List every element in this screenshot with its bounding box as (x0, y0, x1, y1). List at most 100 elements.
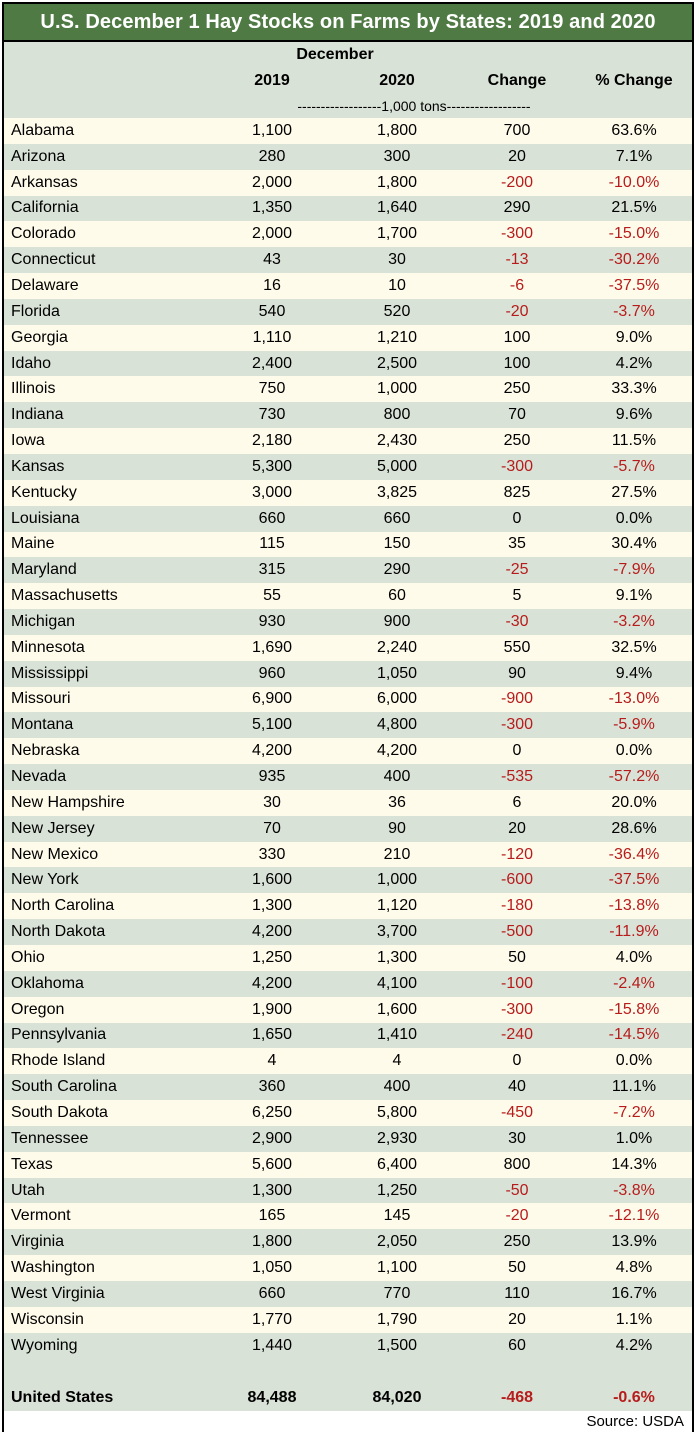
state-cell: Florida (11, 302, 60, 320)
state-cell: Vermont (11, 1207, 71, 1225)
change-cell: 70 (508, 406, 526, 424)
pct-change-cell: -2.4% (613, 974, 655, 992)
table-row: South Dakota 6,250 5,800 -450 -7.2% (4, 1100, 692, 1126)
table-row: Texas 5,600 6,400 800 14.3% (4, 1151, 692, 1178)
change-cell: -300 (500, 457, 534, 475)
pct-change-cell: -57.2% (608, 768, 660, 786)
pct-change-cell: 11.1% (611, 1078, 657, 1096)
value-2019-cell: 5,300 (251, 457, 293, 475)
value-2019-cell: 115 (259, 535, 285, 553)
table-row: Montana 5,100 4,800 -300 -5.9% (4, 712, 692, 739)
value-2020-cell: 6,000 (376, 690, 418, 708)
state-cell: West Virginia (11, 1284, 105, 1302)
state-cell: Missouri (11, 690, 71, 708)
state-cell: Maryland (11, 561, 77, 579)
value-2020-cell: 400 (383, 768, 411, 786)
source-note: Source: USDA (4, 1410, 692, 1433)
table-row: Missouri 6,900 6,000 -900 -13.0% (4, 686, 692, 713)
pct-change-cell: 9.4% (615, 664, 653, 682)
pct-change-cell: -36.4% (608, 845, 660, 863)
value-2020-cell: 1,700 (376, 225, 418, 243)
change-cell: 60 (508, 1336, 526, 1354)
state-cell: Texas (11, 1155, 53, 1173)
pct-change-cell: -14.5% (608, 1026, 660, 1044)
table-row: Delaware 16 10 -6 -37.5% (4, 273, 692, 299)
state-cell: South Dakota (11, 1103, 108, 1121)
value-2019-cell: 5,600 (251, 1155, 293, 1173)
state-cell: Tennessee (11, 1129, 89, 1147)
state-cell: Washington (11, 1259, 95, 1277)
change-cell: -600 (500, 871, 534, 889)
state-cell: Wisconsin (11, 1310, 84, 1328)
value-2020-cell: 1,300 (376, 948, 418, 966)
value-2019-cell: 30 (263, 793, 281, 811)
state-cell: Georgia (11, 328, 68, 346)
pct-change-cell: 4.2% (615, 354, 653, 372)
value-2020-cell: 2,430 (376, 432, 418, 450)
value-2020-cell: 10 (388, 276, 406, 294)
value-2020-cell: 5,800 (376, 1103, 418, 1121)
state-cell: California (11, 199, 79, 217)
value-2020-cell: 900 (383, 612, 411, 630)
change-cell: -500 (500, 923, 534, 941)
change-cell: -30 (505, 612, 529, 630)
change-cell: -25 (505, 561, 529, 579)
table-row: Nebraska 4,200 4,200 0 0.0% (4, 738, 692, 765)
state-cell: South Carolina (11, 1078, 117, 1096)
value-2020-cell: 150 (383, 535, 411, 553)
value-2020-cell: 5,000 (376, 457, 418, 475)
pct-change-cell: 4.0% (615, 948, 653, 966)
table-row: Kentucky 3,000 3,825 825 27.5% (4, 479, 692, 506)
value-2020-cell: 1,100 (376, 1259, 418, 1277)
table-row: Maryland 315 290 -25 -7.9% (4, 557, 692, 584)
pct-change-cell: 9.1% (615, 587, 653, 605)
change-cell: 0 (512, 1052, 522, 1070)
value-2019-cell: 2,900 (251, 1129, 293, 1147)
value-2019-cell: 4 (267, 1052, 277, 1070)
value-2019-cell: 1,110 (252, 328, 292, 346)
pct-change-cell: -3.7% (613, 302, 655, 320)
value-2019-cell: 1,690 (251, 638, 293, 656)
state-cell: Illinois (11, 380, 56, 398)
change-cell: 550 (503, 638, 531, 656)
value-2020-cell: 2,930 (376, 1129, 418, 1147)
value-2020-cell: 145 (383, 1207, 411, 1225)
change-cell: 6 (512, 793, 522, 811)
pct-change-cell: -15.8% (608, 1000, 660, 1018)
change-cell: 90 (508, 664, 526, 682)
change-cell: -900 (500, 690, 534, 708)
value-2019-cell: 1,600 (251, 871, 293, 889)
state-cell: Ohio (11, 948, 45, 966)
state-cell: Virginia (11, 1233, 65, 1251)
table-row: New Mexico 330 210 -120 -36.4% (4, 841, 692, 868)
table-row: Wisconsin 1,770 1,790 20 1.1% (4, 1306, 692, 1333)
total-change: -468 (500, 1388, 534, 1406)
value-2020-cell: 1,120 (376, 897, 418, 915)
value-2019-cell: 540 (258, 302, 286, 320)
value-2020-cell: 1,600 (376, 1000, 418, 1018)
pct-change-cell: 63.6% (611, 121, 657, 139)
state-cell: Oregon (11, 1000, 65, 1018)
pct-change-cell: -7.9% (613, 561, 655, 579)
change-cell: 110 (504, 1284, 530, 1302)
table-row: Wyoming 1,440 1,500 60 4.2% (4, 1332, 692, 1359)
state-cell: New York (11, 871, 79, 889)
table-row: Idaho 2,400 2,500 100 4.2% (4, 350, 692, 377)
value-2019-cell: 1,770 (251, 1310, 293, 1328)
state-cell: Michigan (11, 612, 76, 630)
table-row: Rhode Island 4 4 0 0.0% (4, 1048, 692, 1075)
value-2020-cell: 1,050 (376, 664, 418, 682)
change-cell: -300 (500, 1000, 534, 1018)
change-cell: 5 (512, 587, 522, 605)
value-2019-cell: 1,800 (251, 1233, 293, 1251)
change-cell: 250 (503, 432, 531, 450)
table-row: Virginia 1,800 2,050 250 13.9% (4, 1229, 692, 1256)
state-cell: Connecticut (11, 251, 96, 269)
value-2020-cell: 300 (383, 147, 411, 165)
pct-change-cell: -5.7% (613, 457, 655, 475)
value-2020-cell: 3,700 (376, 923, 418, 941)
state-cell: Arizona (11, 147, 66, 165)
table-body: Alabama 1,100 1,800 700 63.6% Arizona 280 300 20… (4, 118, 692, 1359)
value-2020-cell: 800 (383, 406, 411, 424)
